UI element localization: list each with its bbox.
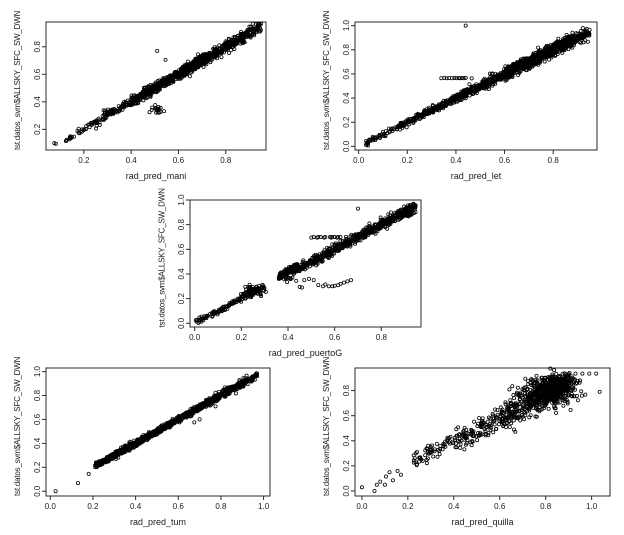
svg-text:0.0: 0.0 (353, 156, 365, 165)
svg-text:0.4: 0.4 (342, 92, 351, 104)
axis-ticks: 0.0 0.2 0.4 0.6 0.8 0.0 0.2 0.4 0.6 0.8 1.0 (177, 194, 387, 342)
plot-svg-tum: 0.0 0.2 0.4 0.6 0.8 1.0 0.0 0.2 0.4 0.6 0.8 1.0 (33, 365, 271, 511)
axis-ticks: 0.2 0.4 0.6 0.8 0.2 0.4 0.6 0.8 (33, 41, 232, 165)
svg-text:1.0: 1.0 (258, 502, 270, 511)
plot-svg-quilla: 0.0 0.2 0.4 0.6 0.8 1.00.00.20.40.60.8 (342, 366, 611, 511)
plot-svg-mani: 0.2 0.4 0.6 0.8 0.2 0.4 0.6 0.8 (33, 21, 267, 165)
scatter-plot-rad_pred_quilla: 0.0 0.2 0.4 0.6 0.8 1.0 0.0 0.2 0.4 0.6 0.8 tst.da… (312, 356, 624, 535)
svg-text:0.4: 0.4 (126, 156, 138, 165)
svg-text:0.4: 0.4 (33, 96, 42, 108)
y-axis-label: tst.datos_svm$ALLSKY_SFC_SW_DWN (13, 10, 22, 150)
svg-text:1.0: 1.0 (33, 365, 42, 377)
svg-text:0.8: 0.8 (33, 389, 42, 401)
svg-text:0.6: 0.6 (499, 156, 511, 165)
svg-text:1.0: 1.0 (342, 20, 351, 32)
svg-text:0.2: 0.2 (87, 502, 99, 511)
svg-text:0.4: 0.4 (450, 156, 462, 165)
x-axis-label: rad_pred_tum (129, 517, 187, 527)
svg-text:0.8: 0.8 (220, 156, 232, 165)
scatter-plot-rad_pred_mani: 0.2 0.4 0.6 0.8 0.2 0.4 0.6 0.8 tst.datos_svm$A… (0, 0, 300, 181)
plot-frame (354, 21, 598, 151)
svg-text:0.4: 0.4 (130, 502, 142, 511)
svg-text:1.0: 1.0 (177, 194, 186, 206)
scatter-plot-rad_pred_tum: 0.0 0.2 0.4 0.6 0.8 1.0 0.0 0.2 0.4 0.6 0.8 1.0 tst… (0, 356, 300, 535)
plot-frame (354, 367, 611, 497)
svg-text:0.4: 0.4 (177, 268, 186, 280)
plot-svg-let: 0.0 0.2 0.4 0.6 0.8 0.0 0.2 0.4 0.6 0.8 1.0 (342, 20, 598, 165)
scatter-points (52, 21, 264, 146)
plot-frame (45, 21, 267, 151)
svg-text:0.4: 0.4 (33, 437, 42, 449)
svg-text:0.6: 0.6 (342, 68, 351, 80)
plot-frame (189, 199, 422, 328)
x-axis-label: rad_pred_mani (125, 171, 187, 181)
scatter-plot-rad_pred_let: 0.0 0.2 0.4 0.6 0.8 0.0 0.2 0.4 0.6 0.8 1.0 tst.da… (312, 0, 624, 181)
svg-text:0.2: 0.2 (236, 333, 248, 342)
plot-frame (45, 367, 271, 497)
svg-text:0.4: 0.4 (282, 333, 294, 342)
scatter-points (364, 23, 592, 148)
svg-text:0.2: 0.2 (342, 116, 351, 128)
svg-text:0.0: 0.0 (177, 317, 186, 329)
svg-text:0.2: 0.2 (33, 461, 42, 473)
y-axis-label: tst.datos_svm$ALLSKY_SFC_SW_DWN (322, 356, 331, 496)
svg-text:0.6: 0.6 (173, 502, 185, 511)
y-axis-label: tst.datos_svm$ALLSKY_SFC_SW_DWN (322, 10, 331, 150)
svg-text:0.2: 0.2 (78, 156, 90, 165)
svg-text:0.6: 0.6 (33, 68, 42, 80)
axis-ticks: 0.0 0.2 0.4 0.6 0.8 0.0 0.2 0.4 0.6 0.8 1.0 (342, 20, 559, 165)
svg-text:0.8: 0.8 (376, 333, 388, 342)
svg-text:0.0: 0.0 (342, 140, 351, 152)
scatter-points (193, 201, 418, 325)
scatter-plot-rad_pred_puertoG: 0.0 0.2 0.4 0.6 0.8 0.0 0.2 0.4 0.6 0.8 1.0 tst.da… (140, 182, 440, 360)
svg-text:0.6: 0.6 (173, 156, 185, 165)
axis-ticks: 0.0 0.2 0.4 0.6 0.8 1.0 0.0 0.2 0.4 0.6 0.8 1.0 (33, 365, 270, 511)
axis-ticks: 0.0 0.2 0.4 0.6 0.8 1.00.00.20.40.60.8 (342, 384, 598, 511)
svg-text:0.6: 0.6 (329, 333, 341, 342)
svg-text:0.8: 0.8 (33, 41, 42, 53)
svg-text:0.2: 0.2 (402, 156, 414, 165)
svg-text:0.0: 0.0 (189, 333, 201, 342)
svg-text:0.6: 0.6 (177, 243, 186, 255)
x-axis-label: rad_pred_let (450, 171, 502, 181)
svg-text:0.0: 0.0 (33, 485, 42, 497)
y-axis-label: tst.datos_svm$ALLSKY_SFC_SW_DWN (157, 187, 166, 327)
scatter-points (359, 366, 602, 493)
svg-text:0.6: 0.6 (33, 413, 42, 425)
svg-text:0.2: 0.2 (177, 293, 186, 305)
y-axis-label: tst.datos_svm$ALLSKY_SFC_SW_DWN (13, 356, 22, 496)
svg-text:0.8: 0.8 (342, 44, 351, 56)
x-axis-label: rad_pred_puertoG (268, 348, 343, 358)
svg-text:0.8: 0.8 (215, 502, 227, 511)
svg-text:0.0: 0.0 (45, 502, 57, 511)
scatter-points (53, 371, 260, 494)
svg-text:0.2: 0.2 (33, 123, 42, 135)
x-axis-label: rad_pred_quilla (451, 517, 514, 527)
svg-text:0.8: 0.8 (548, 156, 560, 165)
svg-text:0.8: 0.8 (177, 219, 186, 231)
plot-svg-puertoG: 0.0 0.2 0.4 0.6 0.8 0.0 0.2 0.4 0.6 0.8 1.0 (177, 194, 422, 342)
